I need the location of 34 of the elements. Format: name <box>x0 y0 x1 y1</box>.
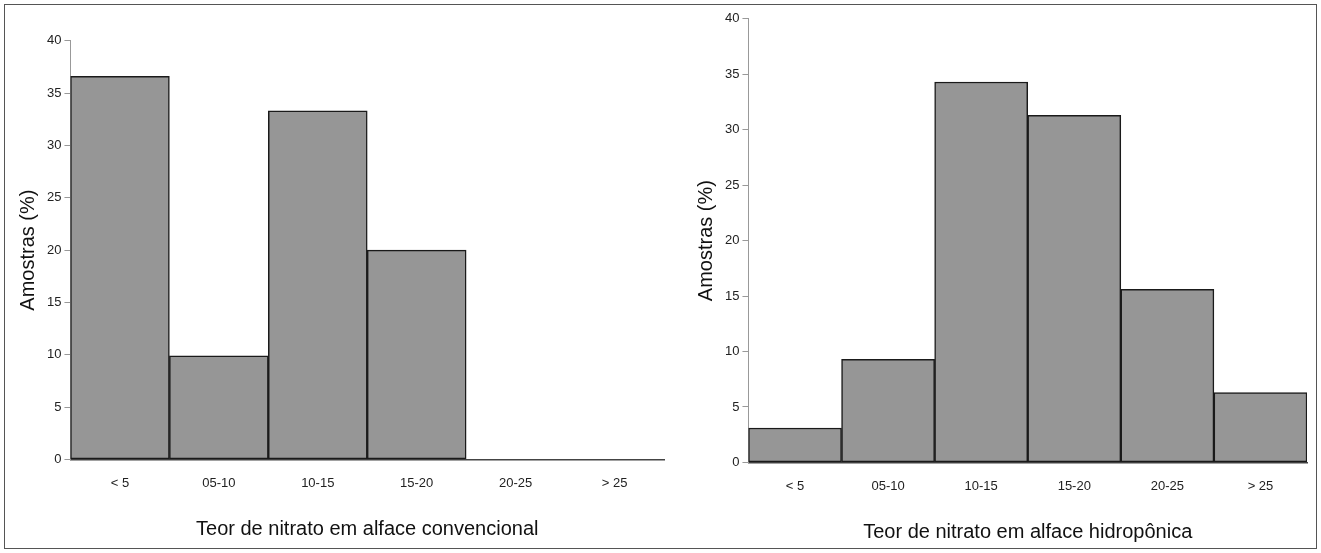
y-tick-label: 15 <box>46 294 62 309</box>
y-axis-title: Amostras (%) <box>693 180 716 302</box>
y-tick-label: 35 <box>46 84 62 100</box>
y-tick-label: 5 <box>732 398 740 414</box>
x-tick-label: < 5 <box>110 474 130 490</box>
x-tick-label: 20-25 <box>498 474 533 490</box>
x-tick-label: 15-20 <box>1057 477 1091 493</box>
x-axis-title: Teor de nitrato em alface convencional <box>196 516 539 539</box>
x-tick-label: 10-15 <box>964 477 998 493</box>
x-tick-label: 20-25 <box>1150 477 1184 493</box>
y-tick-label: 15 <box>724 287 740 303</box>
x-tick-label: 05-10 <box>871 477 905 493</box>
y-tick-label: 30 <box>46 137 62 153</box>
y-tick-label: 5 <box>54 398 62 414</box>
y-tick-label: 20 <box>724 232 740 248</box>
x-tick-label: > 25 <box>601 474 628 490</box>
x-tick-label: < 5 <box>785 477 805 493</box>
y-tick-label: 40 <box>724 10 740 26</box>
x-axis-title: Teor de nitrato em alface hidropônica <box>863 519 1194 542</box>
x-tick-label: 10-15 <box>301 474 335 490</box>
x-tick-label: 15-20 <box>400 474 434 490</box>
y-tick-label: 10 <box>724 343 740 359</box>
y-tick-label: 25 <box>724 176 740 192</box>
y-axis-title: Amostras (%) <box>15 189 38 311</box>
y-tick-label: 30 <box>724 121 740 137</box>
y-tick-label: 10 <box>46 346 62 362</box>
y-tick-label: 25 <box>46 189 62 205</box>
x-tick-label: > 25 <box>1247 477 1274 493</box>
y-tick-label: 35 <box>724 65 740 81</box>
y-tick-label: 0 <box>54 450 62 466</box>
y-tick-label: 20 <box>46 241 62 257</box>
x-tick-label: 05-10 <box>202 474 236 490</box>
y-tick-label: 0 <box>732 453 740 469</box>
y-tick-label: 40 <box>46 32 62 48</box>
